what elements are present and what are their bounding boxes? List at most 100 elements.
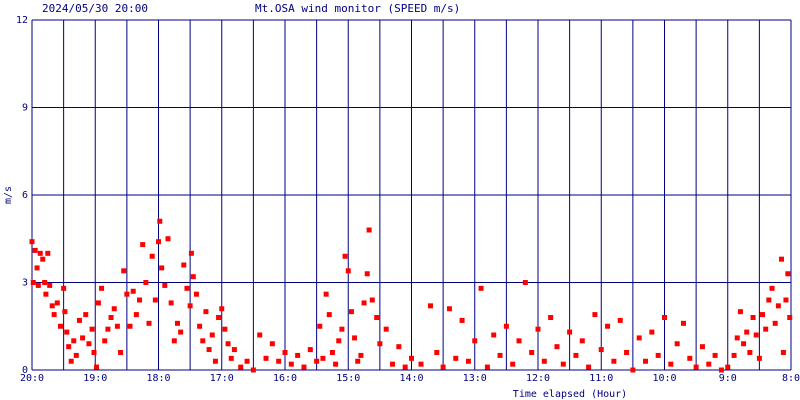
- data-point: [51, 312, 57, 318]
- data-point: [73, 352, 79, 358]
- data-point: [209, 332, 215, 338]
- data-point: [143, 280, 149, 285]
- data-point: [459, 317, 465, 323]
- data-point: [753, 332, 759, 338]
- data-point: [725, 364, 731, 370]
- data-point: [146, 320, 152, 326]
- data-point: [80, 335, 86, 341]
- x-tick-label: 15:0: [336, 373, 360, 384]
- data-point: [257, 332, 263, 338]
- data-point: [409, 355, 414, 361]
- data-point: [737, 309, 743, 315]
- data-point: [339, 326, 345, 332]
- data-point: [168, 300, 174, 306]
- data-point: [190, 274, 196, 280]
- data-point: [611, 358, 617, 364]
- data-point: [130, 288, 136, 294]
- data-point: [42, 280, 48, 285]
- data-point: [418, 361, 424, 367]
- data-point: [535, 326, 541, 332]
- data-point: [361, 300, 367, 306]
- data-point: [30, 280, 36, 285]
- data-point: [288, 361, 294, 367]
- data-point: [358, 352, 364, 358]
- x-tick-label: 13:0: [463, 373, 487, 384]
- data-point: [108, 315, 114, 320]
- x-tick-label: 9:0: [719, 373, 737, 384]
- data-point: [212, 358, 218, 364]
- data-point: [105, 326, 111, 332]
- data-point: [32, 247, 38, 253]
- data-point: [348, 309, 354, 315]
- data-point: [780, 350, 786, 355]
- data-point: [171, 338, 177, 344]
- data-point: [662, 315, 667, 320]
- data-point: [763, 326, 769, 332]
- data-point: [687, 355, 693, 361]
- data-point: [231, 347, 237, 353]
- data-point: [263, 355, 269, 361]
- data-point: [668, 361, 674, 367]
- data-point: [769, 285, 775, 291]
- data-point: [756, 355, 762, 361]
- data-point: [478, 285, 484, 291]
- data-point: [57, 323, 63, 329]
- data-point: [434, 350, 440, 355]
- data-point: [336, 338, 342, 344]
- data-point: [636, 335, 642, 341]
- data-point: [326, 312, 332, 318]
- data-point: [491, 332, 497, 338]
- data-point: [295, 352, 301, 358]
- data-point: [605, 323, 611, 329]
- data-point: [329, 350, 335, 355]
- data-point: [174, 320, 180, 326]
- data-point: [598, 347, 604, 353]
- data-point: [541, 358, 547, 364]
- data-point: [89, 326, 95, 332]
- data-point: [731, 352, 737, 358]
- data-point: [54, 300, 60, 306]
- data-point: [157, 218, 163, 224]
- y-tick-label: 3: [22, 278, 28, 289]
- data-point: [165, 236, 171, 242]
- data-point: [94, 364, 100, 370]
- data-point: [203, 309, 209, 315]
- data-point: [187, 303, 193, 309]
- data-point: [560, 361, 566, 367]
- data-point: [364, 271, 370, 277]
- data-point: [197, 323, 203, 329]
- data-point: [222, 326, 228, 332]
- data-point: [554, 344, 560, 350]
- data-point: [47, 282, 53, 288]
- data-point: [184, 285, 190, 291]
- data-point: [34, 265, 40, 271]
- y-axis-label: m/s: [3, 186, 14, 204]
- data-point: [522, 280, 528, 285]
- data-point: [529, 350, 535, 355]
- x-tick-label: 10:0: [652, 373, 676, 384]
- data-point: [61, 285, 67, 291]
- data-point: [114, 323, 120, 329]
- data-point: [127, 323, 133, 329]
- timestamp: 2024/05/30 20:00: [42, 2, 148, 15]
- data-point: [35, 282, 41, 288]
- data-point: [402, 364, 408, 370]
- data-point: [497, 352, 503, 358]
- data-point: [95, 300, 101, 306]
- data-point: [29, 239, 35, 245]
- data-point: [307, 347, 313, 353]
- data-point: [111, 306, 117, 312]
- data-point: [342, 253, 348, 259]
- y-tick-label: 12: [16, 15, 28, 26]
- data-point: [453, 355, 459, 361]
- data-point: [219, 306, 225, 312]
- data-point: [750, 315, 756, 320]
- data-point: [178, 329, 184, 335]
- data-point: [427, 303, 433, 309]
- data-point: [99, 285, 105, 291]
- data-point: [630, 367, 636, 373]
- data-point: [133, 312, 139, 318]
- data-point: [40, 256, 46, 262]
- data-point: [149, 253, 155, 259]
